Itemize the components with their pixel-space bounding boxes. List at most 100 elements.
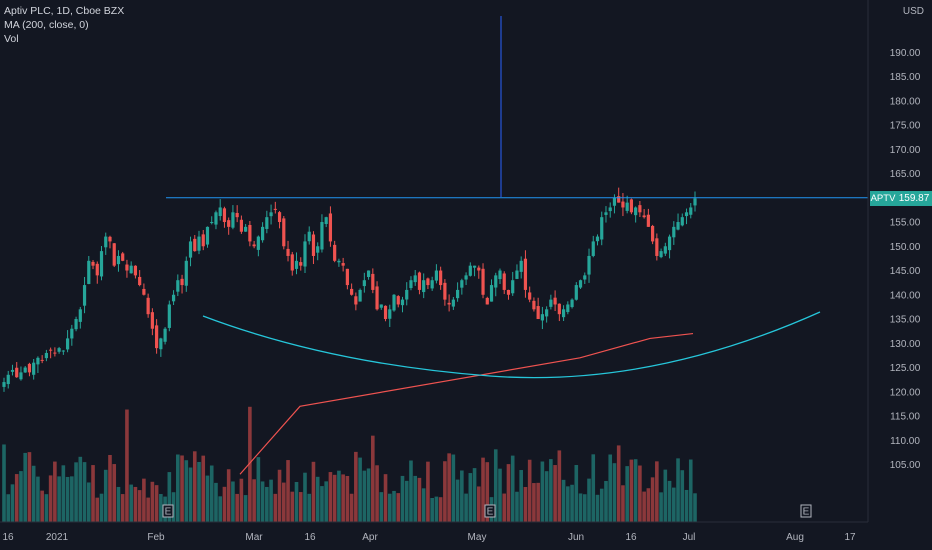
x-tick-label: 16 <box>304 532 316 543</box>
candle-body <box>405 289 409 300</box>
candle-body <box>443 282 447 300</box>
volume-bar <box>519 470 523 522</box>
candle-body <box>366 270 371 278</box>
earnings-marker[interactable]: E <box>162 504 174 518</box>
candle-body <box>642 215 646 218</box>
volume-bar <box>570 484 574 522</box>
candle-body <box>205 226 210 245</box>
volume-bar <box>481 457 485 522</box>
candle-body <box>549 299 553 307</box>
volume-bar <box>256 457 261 522</box>
volume-bar <box>218 496 223 522</box>
volume-bar <box>599 488 604 522</box>
earnings-marker[interactable]: E <box>484 504 496 518</box>
symbol-title[interactable]: Aptiv PLC, 1D, Cboe BZX <box>4 5 125 17</box>
candle-body <box>392 294 396 311</box>
volume-bar <box>27 452 32 522</box>
ma-200-line <box>239 332 694 475</box>
candle-body <box>108 236 112 242</box>
volume-bar <box>362 470 367 522</box>
candle-body <box>540 314 544 321</box>
volume-bar <box>281 482 286 522</box>
x-tick-label: Aug <box>786 532 804 543</box>
volume-bar <box>167 472 172 522</box>
candle-body <box>447 302 451 305</box>
volume-bar <box>633 459 638 522</box>
candle-body <box>434 270 439 281</box>
volume-bar <box>171 492 176 522</box>
candle-body <box>104 236 108 248</box>
volume-bar <box>574 465 579 522</box>
candle-body <box>651 225 655 242</box>
currency-label: USD <box>902 6 924 17</box>
volume-bar <box>273 493 278 522</box>
candle-body <box>2 382 6 387</box>
candle-body <box>663 246 667 254</box>
candle-body <box>345 268 349 286</box>
earnings-marker[interactable]: E <box>800 504 812 518</box>
candle-body <box>184 260 188 286</box>
volume-bar <box>349 493 354 522</box>
y-tick-label: 120.00 <box>890 387 921 398</box>
candle-body <box>222 208 227 223</box>
candle-body <box>150 312 154 329</box>
volume-bar <box>455 479 460 522</box>
ma-indicator-label[interactable]: MA (200, close, 0) <box>4 19 89 31</box>
candle-body <box>634 207 638 216</box>
candle-body <box>553 297 557 305</box>
volume-bar <box>159 494 163 522</box>
candle-body <box>303 241 307 267</box>
cup-arc-drawing[interactable] <box>202 311 821 379</box>
candle-body <box>248 224 252 242</box>
volume-bar <box>540 461 545 522</box>
candle-body <box>129 265 133 274</box>
volume-bar <box>209 465 214 522</box>
candle-body <box>604 212 608 215</box>
x-tick-label: Mar <box>245 532 263 543</box>
volume-bar <box>608 454 613 522</box>
volume-bar <box>6 494 11 522</box>
candle-body <box>612 197 617 206</box>
volume-bar <box>277 469 282 522</box>
candle-body <box>290 254 294 271</box>
volume-bar <box>430 497 434 522</box>
last-price-label: 159.87 <box>896 190 932 206</box>
volume-bar <box>379 492 384 522</box>
volume-bar <box>387 493 392 522</box>
candle-body <box>676 222 680 230</box>
volume-bar <box>154 485 159 522</box>
volume-bar <box>625 466 629 522</box>
candle-body <box>566 304 570 313</box>
earnings-marker-label: E <box>803 507 810 518</box>
volume-bar <box>2 444 6 522</box>
candle-body <box>358 289 362 302</box>
volume-bar <box>371 435 375 522</box>
price-axis[interactable]: 190.00 185.00 180.00 175.00 170.00 165.00 155.… <box>890 48 921 471</box>
candle-body <box>6 374 10 385</box>
volume-bar <box>315 476 320 522</box>
candle-body <box>422 280 426 293</box>
volume-bar <box>400 475 405 522</box>
volume-indicator-label[interactable]: Vol <box>4 33 19 45</box>
candle-body <box>40 359 44 361</box>
volume-bar <box>197 461 201 522</box>
volume-bar <box>116 486 121 522</box>
candle-body <box>536 306 540 320</box>
volume-bar <box>222 486 227 522</box>
volume-bar <box>328 472 333 522</box>
time-axis[interactable]: 16 2021 Feb Mar 16 Apr May Jun 16 Jul Aug 17 <box>2 532 856 543</box>
volume-bar <box>239 478 244 522</box>
volume-bar <box>341 474 345 522</box>
candle-body <box>294 260 299 269</box>
volume-bar <box>78 456 83 522</box>
y-tick-label: 125.00 <box>890 363 921 374</box>
candle-body <box>515 270 519 279</box>
candle-body <box>570 299 574 308</box>
volume-bar <box>655 461 659 522</box>
volume-bar <box>286 460 290 522</box>
x-tick-label: 2021 <box>46 532 69 543</box>
volume-bar <box>303 472 307 522</box>
candle-body <box>430 280 434 289</box>
